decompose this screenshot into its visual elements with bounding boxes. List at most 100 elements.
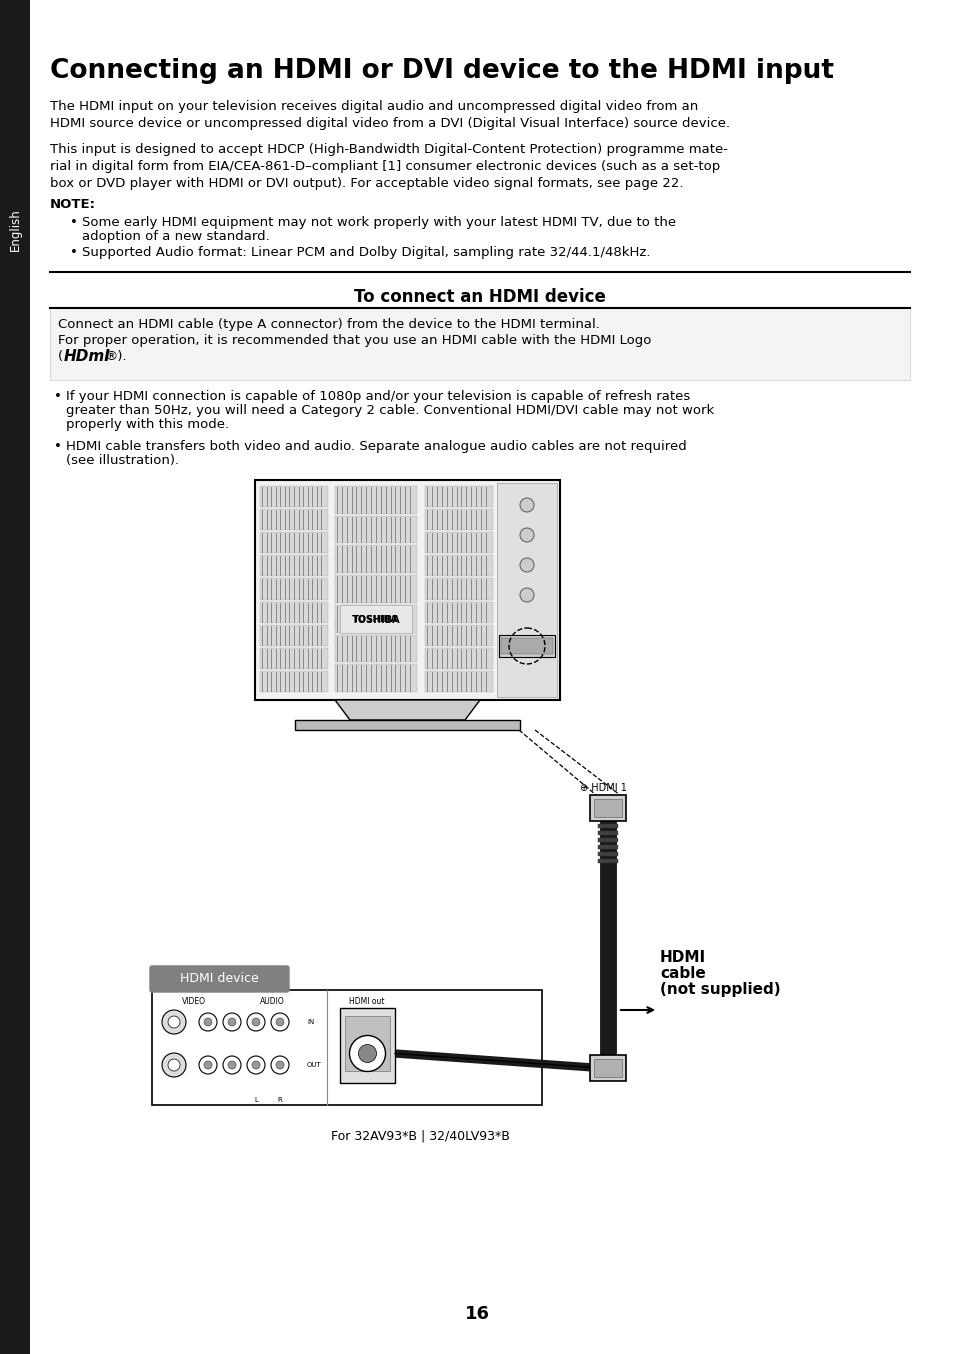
FancyBboxPatch shape <box>594 799 621 816</box>
Text: •: • <box>70 246 78 259</box>
Circle shape <box>275 1018 284 1026</box>
Text: AUDIO: AUDIO <box>259 997 284 1006</box>
Text: HDMI device: HDMI device <box>180 972 258 986</box>
Circle shape <box>228 1018 235 1026</box>
FancyBboxPatch shape <box>598 831 618 835</box>
Circle shape <box>349 1036 385 1071</box>
Text: (: ( <box>58 349 63 363</box>
Text: Some early HDMI equipment may not work properly with your latest HDMI TV, due to: Some early HDMI equipment may not work p… <box>82 217 676 229</box>
Circle shape <box>199 1056 216 1074</box>
FancyBboxPatch shape <box>424 486 493 508</box>
Circle shape <box>168 1016 180 1028</box>
FancyBboxPatch shape <box>335 635 416 662</box>
FancyBboxPatch shape <box>598 838 618 842</box>
Text: (see illustration).: (see illustration). <box>66 454 179 467</box>
Circle shape <box>271 1056 289 1074</box>
Circle shape <box>247 1013 265 1030</box>
FancyBboxPatch shape <box>260 601 328 623</box>
Text: VIDEO: VIDEO <box>182 997 206 1006</box>
FancyBboxPatch shape <box>260 509 328 531</box>
FancyBboxPatch shape <box>424 670 493 692</box>
Circle shape <box>519 558 534 571</box>
FancyBboxPatch shape <box>424 647 493 669</box>
Circle shape <box>252 1062 260 1070</box>
FancyBboxPatch shape <box>335 605 416 632</box>
Text: Connect an HDMI cable (type A connector) from the device to the HDMI terminal.: Connect an HDMI cable (type A connector)… <box>58 318 599 330</box>
Text: TOSHIBA: TOSHIBA <box>352 615 400 626</box>
Circle shape <box>162 1010 186 1034</box>
Text: 16: 16 <box>464 1305 489 1323</box>
FancyBboxPatch shape <box>424 601 493 623</box>
Circle shape <box>204 1018 212 1026</box>
Text: •: • <box>54 440 62 454</box>
FancyBboxPatch shape <box>260 486 328 508</box>
FancyBboxPatch shape <box>152 990 541 1105</box>
FancyBboxPatch shape <box>589 795 625 821</box>
Circle shape <box>162 1053 186 1076</box>
FancyBboxPatch shape <box>598 852 618 856</box>
FancyBboxPatch shape <box>345 1016 390 1071</box>
FancyBboxPatch shape <box>335 665 416 692</box>
FancyBboxPatch shape <box>260 670 328 692</box>
Text: •: • <box>70 217 78 229</box>
FancyBboxPatch shape <box>335 575 416 603</box>
Circle shape <box>228 1062 235 1070</box>
FancyBboxPatch shape <box>339 1007 395 1083</box>
Text: properly with this mode.: properly with this mode. <box>66 418 229 431</box>
Text: NOTE:: NOTE: <box>50 198 96 211</box>
Text: To connect an HDMI device: To connect an HDMI device <box>354 288 605 306</box>
FancyBboxPatch shape <box>150 965 289 992</box>
FancyBboxPatch shape <box>598 845 618 849</box>
FancyBboxPatch shape <box>260 555 328 577</box>
FancyBboxPatch shape <box>598 858 618 862</box>
Circle shape <box>252 1018 260 1026</box>
FancyBboxPatch shape <box>260 532 328 554</box>
FancyBboxPatch shape <box>50 307 909 380</box>
Circle shape <box>247 1056 265 1074</box>
FancyBboxPatch shape <box>599 821 616 1055</box>
Text: For 32AV93*B | 32/40LV93*B: For 32AV93*B | 32/40LV93*B <box>331 1131 509 1143</box>
FancyBboxPatch shape <box>260 578 328 600</box>
Circle shape <box>275 1062 284 1070</box>
Circle shape <box>519 498 534 512</box>
Circle shape <box>168 1059 180 1071</box>
Text: R: R <box>277 1097 282 1104</box>
FancyBboxPatch shape <box>589 1055 625 1080</box>
Text: English: English <box>9 209 22 252</box>
Text: adoption of a new standard.: adoption of a new standard. <box>82 230 270 242</box>
Text: (not supplied): (not supplied) <box>659 982 780 997</box>
FancyBboxPatch shape <box>424 532 493 554</box>
Text: •: • <box>54 390 62 403</box>
FancyBboxPatch shape <box>424 555 493 577</box>
Circle shape <box>519 528 534 542</box>
Text: Supported Audio format: Linear PCM and Dolby Digital, sampling rate 32/44.1/48kH: Supported Audio format: Linear PCM and D… <box>82 246 650 259</box>
FancyBboxPatch shape <box>497 483 557 697</box>
FancyBboxPatch shape <box>294 720 519 730</box>
FancyBboxPatch shape <box>254 481 559 700</box>
Text: ⊕ HDMI 1: ⊕ HDMI 1 <box>579 783 626 793</box>
Text: If your HDMI connection is capable of 1080p and/or your television is capable of: If your HDMI connection is capable of 10… <box>66 390 690 403</box>
FancyBboxPatch shape <box>424 624 493 646</box>
FancyBboxPatch shape <box>498 635 555 657</box>
FancyBboxPatch shape <box>424 509 493 531</box>
Circle shape <box>204 1062 212 1070</box>
Text: For proper operation, it is recommended that you use an HDMI cable with the HDMI: For proper operation, it is recommended … <box>58 334 651 347</box>
FancyBboxPatch shape <box>500 638 553 654</box>
FancyBboxPatch shape <box>424 578 493 600</box>
Text: Connecting an HDMI or DVI device to the HDMI input: Connecting an HDMI or DVI device to the … <box>50 58 833 84</box>
Text: HDMI cable transfers both video and audio. Separate analogue audio cables are no: HDMI cable transfers both video and audi… <box>66 440 686 454</box>
Text: OUT: OUT <box>307 1062 321 1068</box>
Text: HDmI: HDmI <box>64 349 111 364</box>
Text: The HDMI input on your television receives digital audio and uncompressed digita: The HDMI input on your television receiv… <box>50 100 729 130</box>
Text: ®).: ®). <box>104 349 127 363</box>
Polygon shape <box>335 700 479 720</box>
FancyBboxPatch shape <box>598 825 618 829</box>
Text: L: L <box>253 1097 257 1104</box>
Text: TOSHIBA: TOSHIBA <box>353 615 398 623</box>
Text: greater than 50Hz, you will need a Category 2 cable. Conventional HDMI/DVI cable: greater than 50Hz, you will need a Categ… <box>66 403 714 417</box>
FancyBboxPatch shape <box>335 546 416 573</box>
Circle shape <box>223 1013 241 1030</box>
FancyBboxPatch shape <box>335 486 416 513</box>
FancyBboxPatch shape <box>594 1059 621 1076</box>
Circle shape <box>519 588 534 603</box>
